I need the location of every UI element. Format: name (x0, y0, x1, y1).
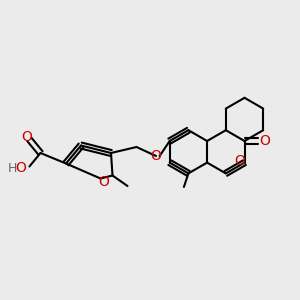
Text: O: O (235, 154, 245, 168)
Text: O: O (99, 175, 110, 189)
Text: O: O (151, 149, 161, 163)
Text: O: O (16, 161, 26, 175)
Text: O: O (22, 130, 32, 144)
Text: H: H (8, 161, 18, 175)
Text: O: O (259, 134, 270, 148)
